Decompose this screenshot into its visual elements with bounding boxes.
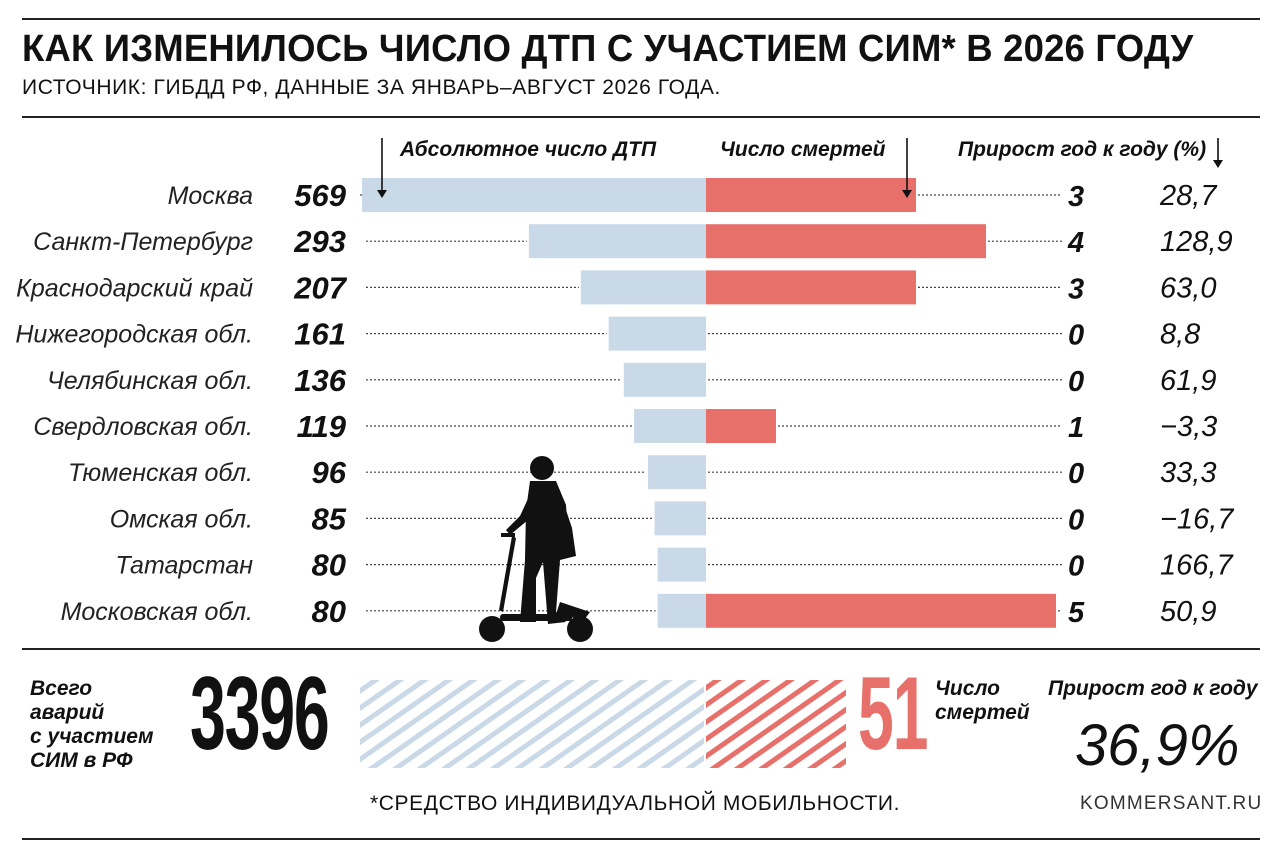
- growth-value: 33,3: [1160, 457, 1216, 489]
- growth-value: 63,0: [1160, 272, 1216, 304]
- accidents-bar: [634, 409, 706, 443]
- table-row: Московская обл. 80 5 50,9: [61, 593, 1216, 629]
- total-growth-value: 36,9%: [1075, 713, 1240, 778]
- deaths-value: 3: [1068, 181, 1084, 213]
- bottom-rule: [22, 838, 1260, 840]
- table-row: Краснодарский край 207 3 63,0: [16, 270, 1216, 305]
- deaths-value: 0: [1068, 551, 1084, 583]
- region-label: Челябинская обл.: [47, 367, 253, 395]
- region-label: Свердловская обл.: [33, 413, 253, 441]
- deaths-bar: [706, 409, 776, 443]
- region-label: Краснодарский край: [16, 274, 253, 302]
- footnote: *СРЕДСТВО ИНДИВИДУАЛЬНОЙ МОБИЛЬНОСТИ.: [370, 792, 901, 815]
- top-rule: [22, 18, 1260, 20]
- accidents-value: 119: [297, 409, 347, 444]
- table-row: Москва 569 3 28,7: [168, 178, 1218, 213]
- totals-rule: [22, 648, 1260, 650]
- growth-value: 166,7: [1160, 550, 1234, 582]
- table-row: Татарстан 80 0 166,7: [115, 547, 1234, 583]
- table-row: Санкт-Петербург 293 4 128,9: [33, 224, 1233, 259]
- chart-title: КАК ИЗМЕНИЛОСЬ ЧИСЛО ДТП С УЧАСТИЕМ СИМ*…: [22, 28, 1194, 70]
- growth-value: −16,7: [1160, 503, 1235, 535]
- deaths-value: 0: [1068, 366, 1084, 398]
- growth-value: 50,9: [1160, 596, 1216, 628]
- total-deaths-bar: [706, 680, 846, 768]
- accidents-value: 85: [312, 501, 347, 536]
- region-label: Московская обл.: [61, 598, 253, 626]
- total-deaths-label: Число смертей: [935, 677, 1030, 724]
- accidents-value: 207: [293, 270, 347, 305]
- scooter-rider-icon: [479, 456, 593, 642]
- accidents-bar: [528, 224, 706, 259]
- deaths-value: 0: [1068, 504, 1084, 536]
- growth-value: 61,9: [1160, 365, 1216, 397]
- region-label: Нижегородская обл.: [15, 321, 253, 349]
- deaths-value: 3: [1068, 273, 1084, 305]
- accidents-value: 96: [312, 455, 347, 490]
- table-row: Тюменская обл. 96 0 33,3: [68, 455, 1216, 490]
- region-label: Санкт-Петербург: [33, 228, 253, 256]
- total-growth-label: Прирост год к году: [1048, 677, 1258, 700]
- table-row: Нижегородская обл. 161 0 8,8: [15, 316, 1200, 352]
- accidents-bar: [657, 593, 706, 628]
- table-row: Омская обл. 85 0 −16,7: [110, 501, 1235, 536]
- deaths-bar: [706, 224, 986, 259]
- deaths-value: 5: [1068, 597, 1085, 629]
- column-header-accidents: Абсолютное число ДТП: [400, 138, 657, 161]
- accidents-value: 80: [312, 594, 346, 629]
- accidents-bar: [608, 316, 706, 351]
- accidents-bar: [623, 362, 706, 397]
- accidents-bar: [654, 501, 706, 536]
- accidents-value: 293: [293, 224, 346, 259]
- total-accidents-value: 3396: [190, 656, 330, 772]
- total-accidents-bar: [360, 680, 704, 768]
- table-row: Челябинская обл. 136 0 61,9: [47, 362, 1216, 398]
- accidents-value: 569: [294, 178, 346, 213]
- growth-value: −3,3: [1160, 411, 1217, 443]
- accidents-value: 80: [312, 548, 346, 583]
- arrow-accidents-head: [377, 190, 387, 198]
- deaths-value: 4: [1067, 227, 1084, 259]
- deaths-value: 0: [1068, 320, 1084, 352]
- chart-subtitle: ИСТОЧНИК: ГИБДД РФ, ДАННЫЕ ЗА ЯНВАРЬ–АВГ…: [22, 76, 721, 99]
- column-header-growth: Прирост год к году (%): [958, 138, 1207, 161]
- table-row: Свердловская обл. 119 1 −3,3: [33, 409, 1217, 444]
- accidents-bar: [580, 270, 706, 305]
- region-label: Москва: [168, 182, 254, 210]
- accidents-bar: [657, 547, 706, 582]
- deaths-bar: [706, 178, 916, 212]
- column-header-deaths: Число смертей: [720, 138, 886, 161]
- source-credit: KOMMERSANT.RU: [1080, 793, 1263, 814]
- accidents-value: 161: [294, 317, 346, 352]
- deaths-value: 0: [1068, 458, 1084, 490]
- region-label: Татарстан: [115, 552, 253, 580]
- accidents-bar: [362, 178, 706, 212]
- accidents-value: 136: [294, 363, 346, 398]
- region-label: Тюменская обл.: [68, 459, 253, 487]
- deaths-bar: [706, 593, 1056, 628]
- arrow-deaths-head: [902, 190, 912, 198]
- growth-value: 128,9: [1160, 226, 1233, 258]
- deaths-bar: [706, 270, 916, 305]
- region-label: Омская обл.: [110, 505, 253, 533]
- growth-value: 8,8: [1160, 319, 1200, 351]
- arrow-growth-head: [1213, 160, 1223, 168]
- totals-label: Всего аварий с участием СИМ в РФ: [30, 677, 154, 772]
- deaths-value: 1: [1068, 412, 1084, 444]
- growth-value: 28,7: [1159, 180, 1218, 212]
- header-rule: [22, 116, 1260, 118]
- total-deaths-value: 51: [858, 656, 928, 772]
- accidents-bar: [647, 455, 706, 490]
